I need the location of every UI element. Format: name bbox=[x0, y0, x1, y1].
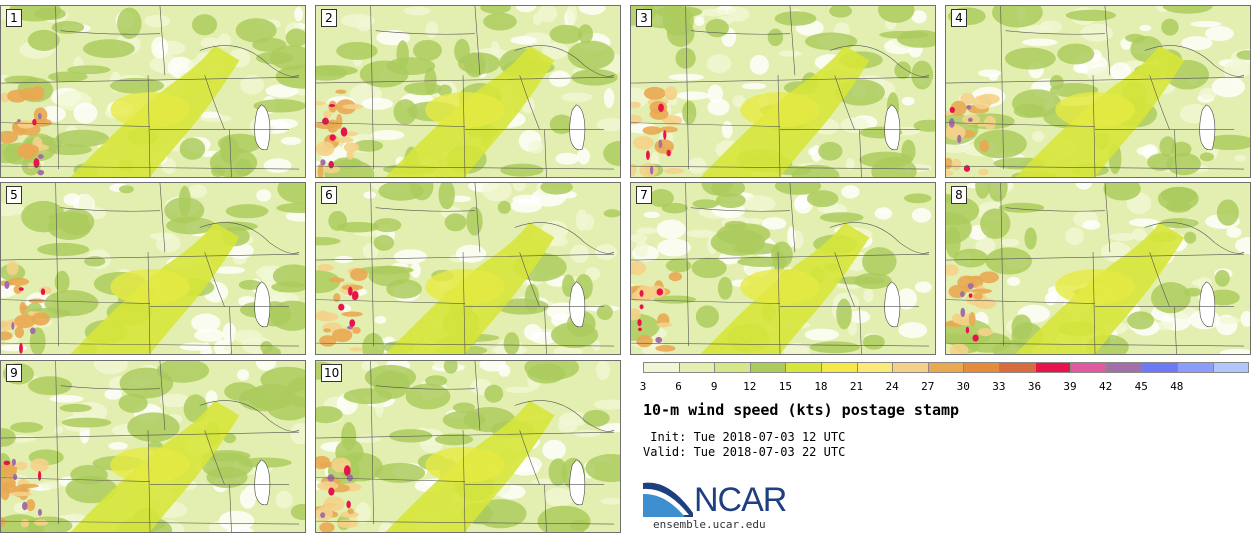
colorbar-box bbox=[1141, 362, 1178, 373]
colorbar-box bbox=[892, 362, 929, 373]
panel-number: 3 bbox=[636, 9, 652, 27]
colorbar-box bbox=[714, 362, 751, 373]
panel-number: 6 bbox=[321, 186, 337, 204]
colorbar-box bbox=[998, 362, 1036, 373]
ncar-swoosh-icon bbox=[643, 482, 693, 517]
map-panel-7: 7 bbox=[630, 182, 936, 355]
colorbar-box bbox=[927, 362, 965, 373]
colorbar-tick-label: 45 bbox=[1134, 380, 1148, 393]
panel-number: 10 bbox=[321, 364, 343, 382]
wind-speed-map bbox=[316, 6, 620, 177]
colorbar-boxes bbox=[643, 362, 1250, 373]
wind-speed-map bbox=[631, 6, 935, 177]
colorbar-tick-label: 9 bbox=[710, 380, 718, 393]
colorbar-box bbox=[820, 362, 858, 373]
colorbar-tick-label: 39 bbox=[1063, 380, 1077, 393]
colorbar-tick-label: 36 bbox=[1027, 380, 1042, 393]
chart-title: 10-m wind speed (kts) postage stamp bbox=[643, 401, 960, 419]
colorbar-box bbox=[1070, 362, 1107, 373]
panel-number: 4 bbox=[951, 9, 967, 27]
ncar-logo: NCAR bbox=[643, 477, 803, 532]
colorbar-tick-label: 12 bbox=[743, 380, 757, 393]
colorbar-tick-label: 21 bbox=[849, 380, 864, 393]
colorbar-tick-label: 15 bbox=[778, 380, 792, 393]
logo-wordmark: NCAR bbox=[694, 481, 787, 519]
panel-number: 5 bbox=[6, 186, 22, 204]
colorbar-box bbox=[1176, 362, 1214, 373]
colorbar-box bbox=[643, 362, 680, 373]
panel-number: 7 bbox=[636, 186, 652, 204]
colorbar-box bbox=[1105, 362, 1143, 373]
colorbar-tick-label: 48 bbox=[1170, 380, 1184, 393]
map-panel-5: 5 bbox=[0, 182, 306, 355]
map-panel-9: 9 bbox=[0, 360, 306, 533]
wind-speed-map bbox=[946, 183, 1250, 354]
map-panel-1: 1 bbox=[0, 5, 306, 178]
map-panel-3: 3 bbox=[630, 5, 936, 178]
colorbar-box bbox=[749, 362, 787, 373]
colorbar-box bbox=[1212, 362, 1250, 373]
panel-number: 1 bbox=[6, 9, 22, 27]
wind-speed-map bbox=[1, 183, 305, 354]
init-time: Init: Tue 2018-07-03 12 UTC bbox=[643, 430, 846, 444]
wind-speed-map bbox=[1, 361, 305, 532]
map-panel-4: 4 bbox=[945, 5, 1251, 178]
colorbar-box bbox=[856, 362, 894, 373]
panel-number: 8 bbox=[951, 186, 967, 204]
map-panel-2: 2 bbox=[315, 5, 621, 178]
wind-speed-map bbox=[631, 183, 932, 354]
site-url: ensemble.ucar.edu bbox=[653, 518, 766, 531]
colorbar-tick-label: 6 bbox=[675, 380, 682, 393]
colorbar-legend: 3 6 9 12 15 18 21 24 27 30 33 36 39 42 45 48 bbox=[639, 362, 1250, 393]
colorbar-box bbox=[963, 362, 1000, 373]
map-panel-8: 8 bbox=[945, 182, 1251, 355]
panel-number: 2 bbox=[321, 9, 337, 27]
colorbar-tick-label: 3 bbox=[639, 380, 647, 393]
colorbar-tick-label: 42 bbox=[1099, 380, 1113, 393]
map-panel-10: 10 bbox=[315, 360, 621, 533]
valid-time: Valid: Tue 2018-07-03 22 UTC bbox=[643, 445, 846, 459]
colorbar-box bbox=[785, 362, 822, 373]
colorbar-tick-label: 24 bbox=[885, 380, 899, 393]
colorbar-tick-label: 33 bbox=[992, 380, 1006, 393]
colorbar-box bbox=[678, 362, 716, 373]
wind-speed-map bbox=[946, 6, 1250, 177]
colorbar-tick-label: 18 bbox=[814, 380, 828, 393]
wind-speed-map bbox=[316, 183, 620, 354]
colorbar-tick-label: 30 bbox=[956, 380, 970, 393]
wind-speed-map bbox=[316, 361, 620, 532]
map-panel-6: 6 bbox=[315, 182, 621, 355]
wind-speed-map bbox=[1, 6, 305, 177]
panel-number: 9 bbox=[6, 364, 22, 382]
colorbar-tick-label: 27 bbox=[921, 380, 935, 393]
colorbar-box bbox=[1034, 362, 1072, 373]
